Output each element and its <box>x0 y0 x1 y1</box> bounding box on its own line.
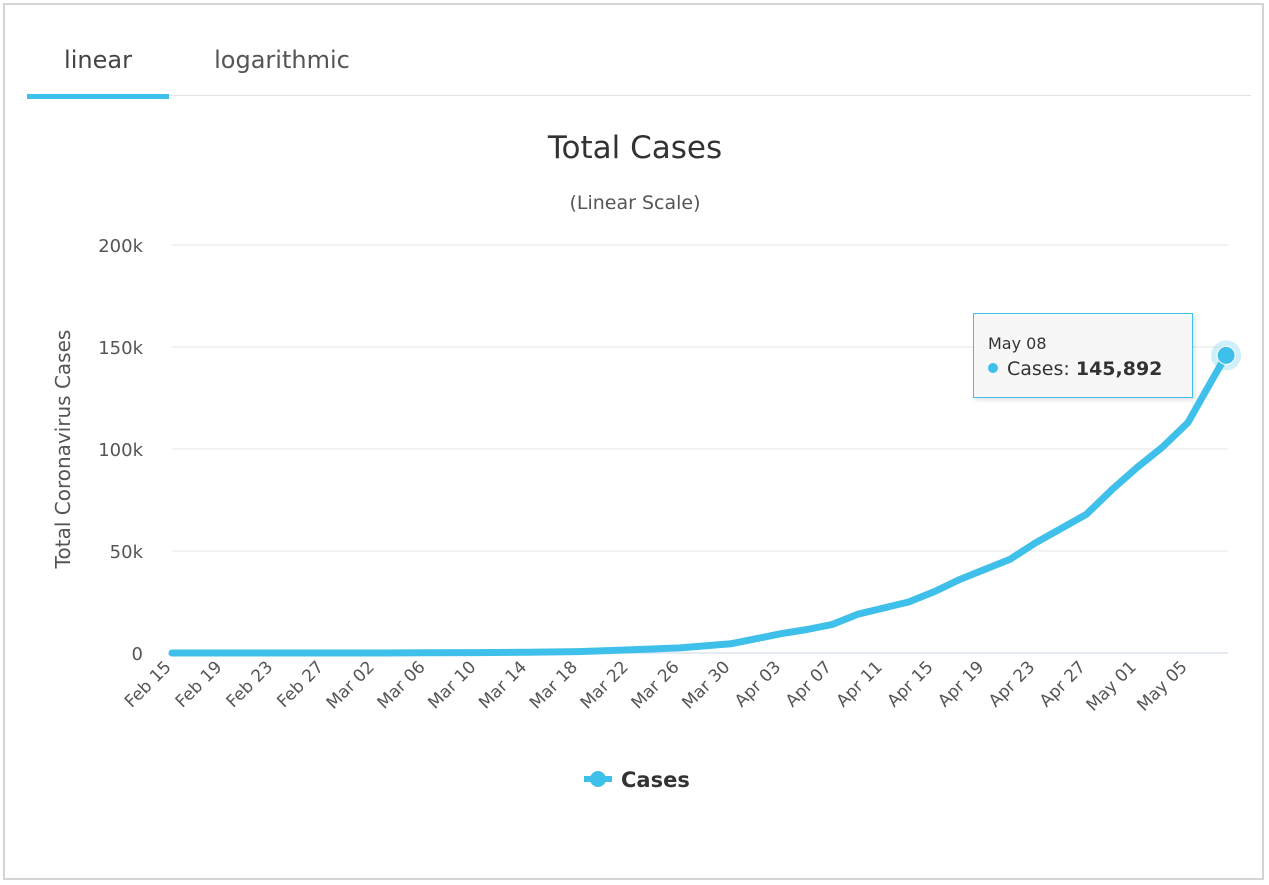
tooltip-row: Cases: 145,892 <box>988 358 1162 380</box>
tab-linear[interactable]: linear <box>64 46 132 74</box>
x-tick-label: Apr 19 <box>934 657 988 711</box>
active-tab-indicator <box>27 94 169 99</box>
tab-logarithmic[interactable]: logarithmic <box>214 46 350 74</box>
x-tick-label: Mar 10 <box>424 657 480 713</box>
y-tick-label: 200k <box>98 236 143 257</box>
tooltip-date: May 08 <box>988 334 1047 353</box>
chart-title: Total Cases <box>547 130 722 166</box>
chart-subtitle: (Linear Scale) <box>569 192 700 214</box>
data-tooltip: May 08 Cases: 145,892 <box>973 313 1193 398</box>
x-tick-label: Apr 07 <box>782 657 836 711</box>
x-tick-label: Apr 03 <box>731 657 785 711</box>
x-tick-label: Feb 27 <box>273 657 328 712</box>
series-group <box>168 340 1242 657</box>
x-tick-label: Mar 06 <box>374 657 430 713</box>
y-tick-label: 0 <box>132 644 143 665</box>
x-tick-label: Mar 26 <box>628 657 684 713</box>
x-tick-label: Apr 15 <box>883 657 937 711</box>
legend-label: Cases <box>621 768 690 792</box>
x-tick-label: Mar 30 <box>678 657 734 713</box>
y-tick-label: 100k <box>98 440 143 461</box>
x-tick-label: Feb 19 <box>172 657 227 712</box>
x-tick-label: Mar 18 <box>526 657 582 713</box>
legend[interactable]: Cases <box>584 768 690 792</box>
y-tick-label: 150k <box>98 338 143 359</box>
x-tick-label: Apr 23 <box>985 657 1039 711</box>
legend-marker <box>590 771 606 787</box>
x-tick-label: Apr 11 <box>833 657 887 711</box>
x-tick-label: Mar 22 <box>577 657 633 713</box>
x-tick-label: Mar 02 <box>323 657 379 713</box>
chart-card: linear logarithmic <box>3 3 1264 880</box>
x-tick-label: May 05 <box>1133 657 1191 715</box>
series-line-cases <box>168 351 1230 657</box>
x-tick-label: May 01 <box>1083 657 1141 715</box>
x-tick-label: Feb 23 <box>223 657 278 712</box>
gridlines <box>172 244 1228 654</box>
y-tick-label: 50k <box>110 542 144 563</box>
x-tick-label: Mar 14 <box>475 657 531 713</box>
tooltip-value: 145,892 <box>1075 358 1163 380</box>
tooltip-series-dot <box>988 363 998 373</box>
x-tick-label: Feb 15 <box>121 657 176 712</box>
y-axis-ticks: 0 50k 100k 150k 200k <box>98 236 143 665</box>
tooltip-series-label: Cases: <box>1007 358 1070 380</box>
data-point-highlight <box>1216 345 1236 365</box>
x-tick-label: Apr 27 <box>1036 657 1090 711</box>
scale-tabs: linear logarithmic <box>27 33 1251 99</box>
y-axis-title: Total Coronavirus Cases <box>51 330 75 570</box>
